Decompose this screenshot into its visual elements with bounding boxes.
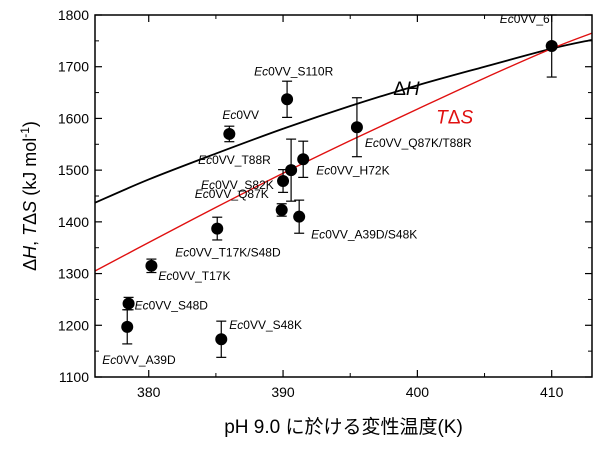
point-label-variant: 0VV_6 <box>514 12 550 26</box>
data-point <box>545 40 558 53</box>
curve-label-tds-delta: Δ <box>448 107 461 128</box>
point-label-species: Ec <box>229 318 243 332</box>
data-point <box>350 121 363 134</box>
point-label: Ec0VV_Q87K/T88R <box>365 136 472 150</box>
point-label-species: Ec <box>175 246 189 260</box>
point-label: Ec0VV_T88R <box>198 153 271 167</box>
x-tick-label: 380 <box>137 384 161 400</box>
y-title-comma: , <box>20 236 40 246</box>
data-point <box>275 203 288 216</box>
point-label-variant: 0VV_T17K/S48D <box>189 246 281 260</box>
point-label-variant: 0VV_Q87K <box>209 187 269 201</box>
point-label-species: Ec <box>500 12 514 26</box>
point-label-species: Ec <box>158 269 172 283</box>
point-label-variant: 0VV_A39D <box>116 353 176 367</box>
y-tick-label: 1700 <box>58 59 89 75</box>
x-tick-label: 400 <box>406 384 430 400</box>
data-point <box>122 297 135 310</box>
y-title-delta2: Δ <box>20 213 40 225</box>
y-title-delta1: Δ <box>20 259 40 271</box>
point-label: Ec0VV_S82K <box>201 178 274 192</box>
y-tick-label: 1300 <box>58 266 89 282</box>
point-label: Ec0VV <box>222 108 259 122</box>
data-point <box>121 320 134 333</box>
data-point <box>285 164 298 177</box>
curve-label-tds-s: S <box>460 107 473 128</box>
point-label-species: Ec <box>135 299 149 313</box>
point-label-species: Ec <box>311 228 325 242</box>
point-label-variant: 0VV_S48K <box>243 318 302 332</box>
point-label-species: Ec <box>365 136 379 150</box>
y-tick-label: 1800 <box>58 7 89 23</box>
y-tick-label: 1500 <box>58 162 89 178</box>
data-point <box>277 175 290 188</box>
point-label-species: Ec <box>254 64 268 78</box>
point-label-species: Ec <box>201 178 215 192</box>
point-label-variant: 0VV_A39D/S48K <box>325 228 417 242</box>
x-axis-title: pH 9.0 に於ける変性温度(K) <box>224 416 463 438</box>
point-label: Ec0VV_T17K/S48D <box>175 246 281 260</box>
curves-layer <box>94 32 593 272</box>
curve-label-delta-h-var: H <box>406 79 420 100</box>
ticks-layer: 380 390 400 410 1100 1200 1300 1400 1500 1600 1700… <box>58 7 592 400</box>
curve-label-delta-h: ΔH <box>393 79 420 100</box>
point-label-variant: 0VV_H72K <box>330 163 389 177</box>
point-label: Ec0VV_S110R <box>254 64 334 78</box>
data-point <box>281 93 294 106</box>
point-label-variant: 0VV_S82K <box>215 178 274 192</box>
data-point <box>223 127 236 140</box>
curve-label-tds: TΔS <box>436 107 473 128</box>
point-label: Ec0VV_6 <box>500 12 550 26</box>
point-label: Ec0VV_S48D <box>135 299 209 313</box>
delta-h-curve <box>94 38 593 204</box>
y-tick-label: 1400 <box>58 214 89 230</box>
data-point <box>211 222 224 235</box>
points-layer <box>121 14 558 358</box>
point-label-variant: 0VV_Q87K/T88R <box>379 136 472 150</box>
point-label-variant: 0VV_S48D <box>149 299 209 313</box>
point-label-species: Ec <box>316 163 330 177</box>
point-label-variant: 0VV_S110R <box>268 64 333 78</box>
y-tick-label: 1600 <box>58 110 89 126</box>
y-tick-label: 1200 <box>58 317 89 333</box>
point-label-variant: 0VV_T88R <box>212 153 271 167</box>
point-label: Ec0VV_T17K <box>158 269 230 283</box>
plot-frame <box>94 14 593 378</box>
y-axis-title: ΔH, TΔS (kJ mol-1) <box>18 121 40 271</box>
point-label-variant: 0VV_T17K <box>172 269 230 283</box>
point-label-species: Ec <box>222 108 236 122</box>
curve-label-tds-t: T <box>436 107 449 128</box>
point-label: Ec0VV_Q87K <box>195 187 269 201</box>
data-point <box>215 333 228 346</box>
point-label-species: Ec <box>198 153 212 167</box>
y-title-exp: -1 <box>18 127 32 138</box>
x-tick-label: 390 <box>271 384 295 400</box>
point-label-species: Ec <box>195 187 209 201</box>
y-title-t: T <box>20 223 40 236</box>
point-labels-layer: Ec0VV_6Ec0VV_S110REc0VVEc0VV_Q87K/T88REc… <box>102 12 550 367</box>
data-point <box>297 153 310 166</box>
point-label-variant: 0VV <box>236 108 259 122</box>
y-title-h: H <box>20 245 40 259</box>
x-tick-label: 410 <box>540 384 564 400</box>
curve-label-delta-h-delta: Δ <box>393 79 406 100</box>
point-label: Ec0VV_A39D/S48K <box>311 228 417 242</box>
data-point <box>145 259 158 272</box>
point-label-species: Ec <box>102 353 116 367</box>
y-title-units: (kJ mol <box>20 138 40 201</box>
y-title-s: S <box>20 201 40 213</box>
y-title-close: ) <box>20 121 40 127</box>
point-label: Ec0VV_S48K <box>229 318 302 332</box>
data-point <box>293 210 306 223</box>
point-label: Ec0VV_H72K <box>316 163 389 177</box>
y-tick-label: 1100 <box>59 369 89 385</box>
tds-curve <box>94 32 593 272</box>
point-label: Ec0VV_A39D <box>102 353 176 367</box>
